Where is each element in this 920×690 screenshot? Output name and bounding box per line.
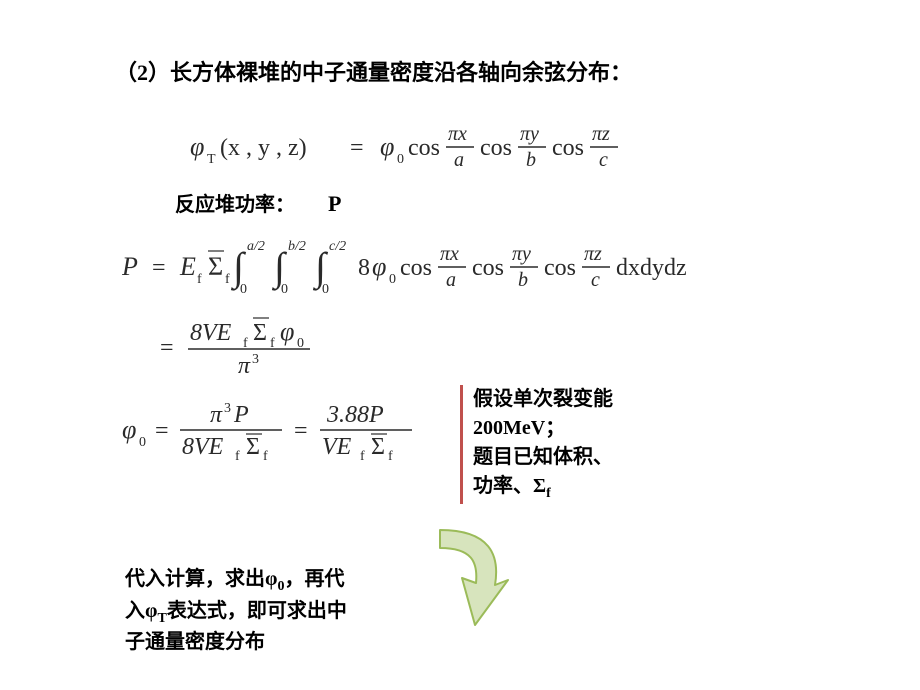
svg-text:φ: φ bbox=[380, 132, 394, 161]
svg-text:φ: φ bbox=[280, 317, 294, 346]
conclusion-phiT-sub: T bbox=[157, 611, 166, 626]
power-label-text: 反应堆功率： bbox=[175, 194, 295, 216]
svg-text:cos: cos bbox=[480, 135, 512, 161]
flow-arrow bbox=[420, 520, 510, 630]
svg-text:b/2: b/2 bbox=[288, 239, 306, 254]
note-line3b: 功率、Σf bbox=[473, 472, 680, 504]
svg-text:T: T bbox=[207, 152, 216, 167]
equation-phi0: φ 0 = π 3 P 8VE f Σ f = 3.88P VE f Σ f bbox=[122, 398, 442, 473]
svg-text:VE: VE bbox=[322, 434, 352, 460]
svg-text:=: = bbox=[350, 135, 364, 161]
note-prefix: 功率、 bbox=[473, 475, 533, 497]
conclusion-line2: 入φT表达式，即可求出中 bbox=[125, 597, 405, 629]
note-line1: 假设单次裂变能 bbox=[473, 385, 680, 414]
svg-text:3: 3 bbox=[252, 352, 259, 367]
svg-text:c: c bbox=[599, 149, 608, 171]
svg-text:8: 8 bbox=[358, 255, 370, 281]
svg-text:cos: cos bbox=[472, 255, 504, 281]
section-heading: （2）长方体裸堆的中子通量密度沿各轴向余弦分布： bbox=[115, 55, 632, 87]
svg-text:P: P bbox=[233, 402, 249, 428]
svg-text:=: = bbox=[152, 255, 166, 281]
svg-text:πy: πy bbox=[512, 243, 531, 265]
svg-text:a/2: a/2 bbox=[247, 239, 265, 254]
svg-text:πz: πz bbox=[592, 123, 610, 145]
svg-text:3: 3 bbox=[224, 401, 231, 416]
svg-text:8VE: 8VE bbox=[190, 320, 232, 346]
conclusion-phi0: φ bbox=[265, 568, 277, 590]
svg-text:0: 0 bbox=[281, 282, 288, 297]
svg-text:P: P bbox=[122, 252, 138, 281]
note-line2: 200MeV； bbox=[473, 414, 680, 443]
note-line3a: 题目已知体积、 bbox=[473, 443, 680, 472]
svg-text:cos: cos bbox=[544, 255, 576, 281]
power-label: 反应堆功率： P bbox=[175, 188, 341, 217]
svg-text:Σ: Σ bbox=[253, 320, 267, 346]
equation-power-result: = 8VE f Σ f φ 0 π 3 bbox=[160, 315, 380, 390]
note-suffix: ； bbox=[545, 417, 565, 439]
conclusion-l2a: 入 bbox=[125, 600, 145, 622]
note-value: 200MeV bbox=[473, 417, 545, 439]
svg-text:=: = bbox=[294, 418, 308, 444]
assumption-note: 假设单次裂变能 200MeV； 题目已知体积、 功率、Σf bbox=[460, 385, 680, 504]
svg-text:E: E bbox=[179, 252, 196, 281]
svg-text:φ: φ bbox=[190, 132, 204, 161]
svg-text:cos: cos bbox=[552, 135, 584, 161]
svg-text:0: 0 bbox=[240, 282, 247, 297]
svg-text:a: a bbox=[446, 269, 456, 291]
svg-text:f: f bbox=[225, 272, 230, 287]
svg-text:0: 0 bbox=[389, 272, 396, 287]
svg-text:cos: cos bbox=[400, 255, 432, 281]
svg-text:cos: cos bbox=[408, 135, 440, 161]
svg-text:π: π bbox=[210, 402, 223, 428]
svg-text:8VE: 8VE bbox=[182, 434, 224, 460]
svg-text:b: b bbox=[518, 269, 528, 291]
svg-text:f: f bbox=[263, 449, 268, 464]
svg-text:πx: πx bbox=[448, 123, 467, 145]
svg-text:f: f bbox=[360, 449, 365, 464]
note-sigma-sub: f bbox=[546, 486, 551, 501]
svg-text:f: f bbox=[197, 272, 202, 287]
equation-phi-t: φ T (x , y , z) = φ 0 cos πx a cos πy b … bbox=[190, 120, 650, 180]
svg-text:0: 0 bbox=[322, 282, 329, 297]
svg-text:=: = bbox=[155, 418, 169, 444]
conclusion-phiT: φ bbox=[145, 600, 157, 622]
conclusion-line1: 代入计算，求出φ0，再代 bbox=[125, 565, 405, 597]
conclusion-l1a: 代入计算，求出 bbox=[125, 568, 265, 590]
arrow-shape bbox=[440, 530, 508, 625]
conclusion-text: 代入计算，求出φ0，再代 入φT表达式，即可求出中 子通量密度分布 bbox=[125, 565, 405, 656]
svg-text:Σ: Σ bbox=[208, 252, 223, 281]
svg-text:πx: πx bbox=[440, 243, 459, 265]
svg-text:c: c bbox=[591, 269, 600, 291]
svg-text:c/2: c/2 bbox=[329, 239, 346, 254]
svg-text:Σ: Σ bbox=[371, 434, 385, 460]
svg-text:(x , y , z): (x , y , z) bbox=[220, 135, 307, 161]
svg-text:πy: πy bbox=[520, 123, 539, 145]
equation-power-integral: P = E f Σ f ∫ a/2 0 ∫ b/2 0 ∫ c/2 0 8 φ … bbox=[122, 235, 772, 305]
conclusion-line3: 子通量密度分布 bbox=[125, 628, 405, 656]
svg-text:3.88P: 3.88P bbox=[326, 402, 384, 428]
svg-text:πz: πz bbox=[584, 243, 602, 265]
svg-text:0: 0 bbox=[139, 435, 146, 450]
svg-text:Σ: Σ bbox=[246, 434, 260, 460]
svg-text:π: π bbox=[238, 353, 251, 379]
conclusion-l1b: ，再代 bbox=[284, 568, 344, 590]
svg-text:=: = bbox=[160, 335, 174, 361]
note-sigma: Σ bbox=[533, 475, 546, 497]
conclusion-l2b: 表达式，即可求出中 bbox=[167, 600, 347, 622]
svg-text:φ: φ bbox=[122, 415, 136, 444]
svg-text:0: 0 bbox=[397, 152, 404, 167]
svg-text:φ: φ bbox=[372, 252, 386, 281]
svg-text:b: b bbox=[526, 149, 536, 171]
svg-text:f: f bbox=[388, 449, 393, 464]
svg-text:f: f bbox=[235, 449, 240, 464]
power-symbol: P bbox=[328, 191, 341, 216]
svg-text:a: a bbox=[454, 149, 464, 171]
svg-text:dxdydz: dxdydz bbox=[616, 255, 687, 281]
